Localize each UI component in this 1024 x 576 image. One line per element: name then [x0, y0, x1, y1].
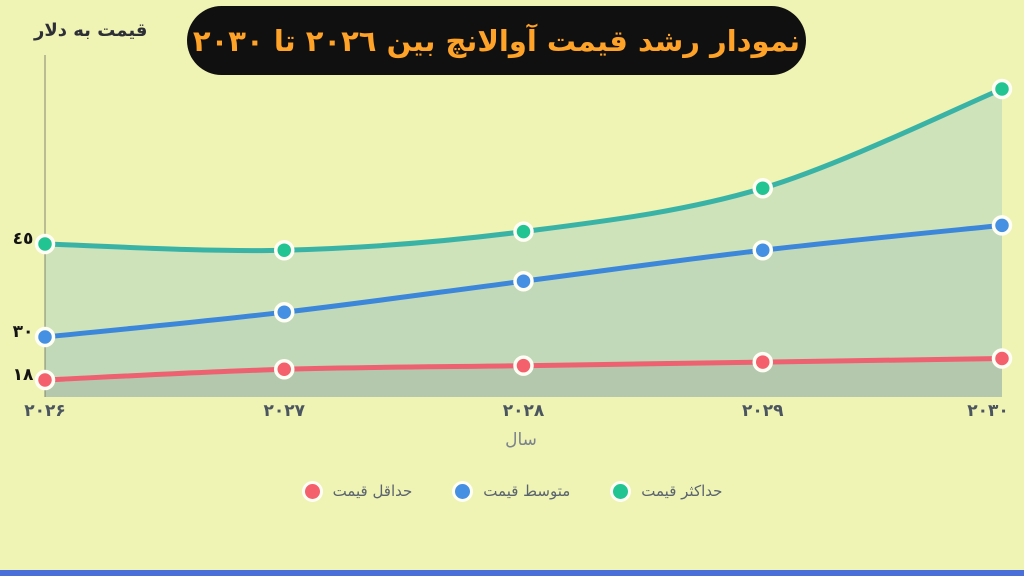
- chart-title: نمودار رشد قیمت آوالانچ بین ۲۰۲٦ تا ۲۰۳۰: [192, 23, 801, 58]
- x-tick-2027: ۲۰۲۷: [263, 401, 305, 421]
- y-axis-title: قیمت به دلار: [34, 20, 148, 41]
- bottom-bar: [0, 570, 1024, 576]
- data-point-avg-2028: [513, 270, 534, 292]
- data-point-avg-2030: [991, 215, 1013, 236]
- data-point-min-2027: [274, 359, 295, 380]
- legend-label: حداکثر قیمت: [641, 482, 723, 500]
- data-point-min-2028: [513, 355, 534, 376]
- data-point-avg-2029: [752, 239, 773, 261]
- x-tick-2026: ۲۰۲۶: [24, 401, 66, 421]
- legend-item-avg: متوسط قیمت: [452, 480, 571, 502]
- chart-title-pill: نمودار رشد قیمت آوالانچ بین ۲۰۲٦ تا ۲۰۳۰: [187, 6, 806, 75]
- data-point-min-2026: [34, 369, 56, 391]
- legend: حداقل قیمت متوسط قیمت حداکثر قیمت: [0, 479, 1024, 503]
- x-tick-2030: ۲۰۳۰: [967, 401, 1009, 421]
- x-tick-2029: ۲۰۲۹: [741, 401, 784, 421]
- y-tick-30: ۳۰: [12, 322, 34, 342]
- y-tick-45: ٤٥: [12, 229, 34, 249]
- legend-label: متوسط قیمت: [483, 482, 571, 500]
- legend-dot-icon: [301, 480, 323, 502]
- x-tick-2028: ۲۰۲۸: [502, 401, 545, 421]
- data-point-min-2030: [991, 348, 1013, 369]
- legend-label: حداقل قیمت: [332, 482, 413, 500]
- legend-item-max: حداکثر قیمت: [610, 480, 723, 502]
- legend-item-min: حداقل قیمت: [301, 480, 413, 502]
- data-point-min-2029: [752, 351, 773, 373]
- y-tick-18: ۱۸: [12, 365, 34, 385]
- data-point-max-2026: [34, 233, 56, 255]
- legend-dot-icon: [452, 480, 474, 502]
- data-point-max-2028: [513, 221, 534, 242]
- data-point-avg-2027: [274, 301, 295, 323]
- x-axis-title: سال: [505, 430, 537, 450]
- legend-dot-icon: [610, 480, 632, 502]
- data-point-max-2029: [752, 177, 773, 199]
- data-point-max-2030: [991, 78, 1013, 100]
- data-point-max-2027: [274, 239, 295, 261]
- data-point-avg-2026: [34, 326, 56, 348]
